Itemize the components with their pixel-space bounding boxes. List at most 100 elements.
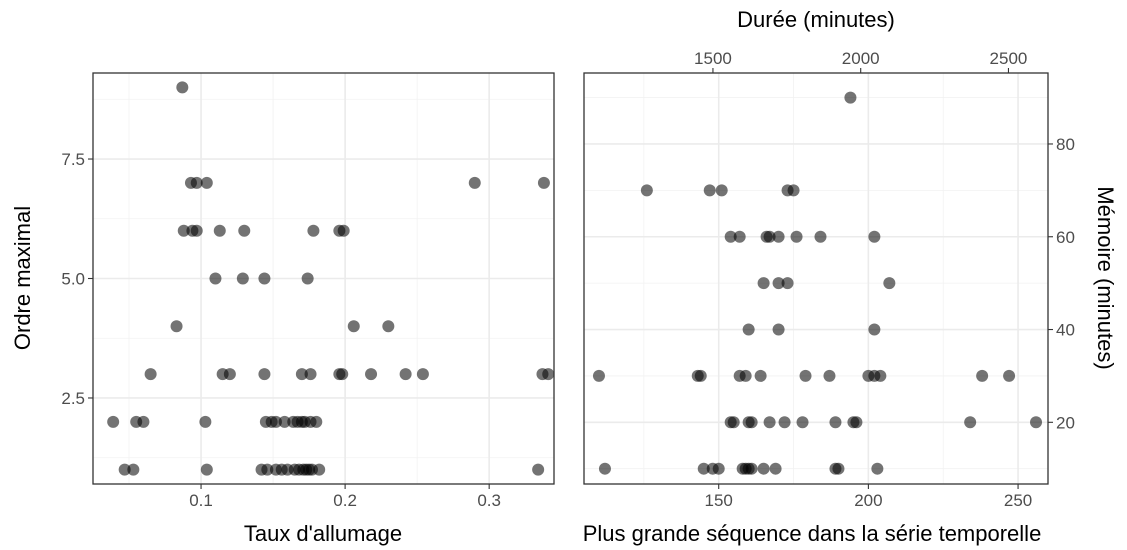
data-point <box>278 415 291 428</box>
x-tick-label: 250 <box>1004 491 1032 510</box>
data-point <box>640 184 653 197</box>
data-point <box>137 415 150 428</box>
data-point <box>304 368 317 381</box>
x-tick-label: 0.2 <box>333 491 357 510</box>
data-point <box>724 230 737 243</box>
y-tick-label: 20 <box>1056 413 1075 432</box>
data-point <box>598 462 611 475</box>
data-point <box>790 230 803 243</box>
data-point <box>814 230 827 243</box>
right-panel: 150 200 250 1500 2000 2500 20 40 60 80 Plus gra… <box>583 7 1118 546</box>
data-point <box>745 462 758 475</box>
data-point <box>261 463 274 476</box>
data-point <box>1003 369 1016 382</box>
right-gridlines <box>584 73 1048 484</box>
data-point <box>742 323 755 336</box>
data-point <box>772 230 785 243</box>
data-point <box>964 416 977 429</box>
data-point <box>883 277 896 290</box>
data-point <box>796 416 809 429</box>
top-x-tick-label: 2000 <box>842 49 880 68</box>
data-point <box>832 462 845 475</box>
data-point <box>190 176 203 189</box>
data-point <box>310 415 323 428</box>
data-point <box>258 368 271 381</box>
right-x-ticks: 150 200 250 <box>705 484 1032 510</box>
data-point <box>258 272 271 285</box>
data-point <box>757 462 770 475</box>
data-point <box>118 463 131 476</box>
data-point <box>107 415 120 428</box>
data-point <box>829 416 842 429</box>
x-tick-label: 0.3 <box>477 491 501 510</box>
data-point <box>694 369 707 382</box>
left-panel: 0.1 0.2 0.3 2.5 5.0 7.5 Taux d'allumage Ordr… <box>10 72 555 546</box>
left-x-axis-title: Taux d'allumage <box>244 521 402 546</box>
data-point <box>850 416 863 429</box>
data-point <box>213 224 226 237</box>
data-point <box>177 224 190 237</box>
y-tick-label: 40 <box>1056 321 1075 340</box>
left-y-ticks: 2.5 5.0 7.5 <box>61 150 93 408</box>
data-point <box>592 369 605 382</box>
right-top-x-ticks: 1500 2000 2500 <box>694 49 1027 73</box>
data-point <box>763 230 776 243</box>
x-tick-label: 0.1 <box>189 491 213 510</box>
data-point <box>745 416 758 429</box>
data-point <box>823 369 836 382</box>
data-point <box>868 230 881 243</box>
right-scatter-points <box>592 91 1043 475</box>
data-point <box>347 320 360 333</box>
top-x-tick-label: 2500 <box>990 49 1028 68</box>
data-point <box>874 369 887 382</box>
right-panel-background <box>584 73 1048 484</box>
data-point <box>976 369 989 382</box>
data-point <box>754 369 767 382</box>
data-point <box>238 224 251 237</box>
data-point <box>703 184 716 197</box>
left-gridlines <box>93 73 554 484</box>
data-point <box>209 272 222 285</box>
y-tick-label: 7.5 <box>61 150 85 169</box>
right-y-axis-title: Mémoire (minutes) <box>1093 186 1118 369</box>
data-point <box>781 277 794 290</box>
data-point <box>301 272 314 285</box>
x-tick-label: 200 <box>854 491 882 510</box>
data-point <box>772 277 785 290</box>
data-point <box>733 230 746 243</box>
data-point <box>200 463 213 476</box>
data-point <box>144 368 157 381</box>
data-point <box>712 462 725 475</box>
data-point <box>537 176 550 189</box>
data-point <box>468 176 481 189</box>
data-point <box>787 184 800 197</box>
right-panel-border <box>583 72 1049 485</box>
data-point <box>799 369 812 382</box>
data-point <box>199 415 212 428</box>
right-x-axis-title: Plus grande séquence dans la série tempo… <box>583 521 1042 546</box>
data-point <box>868 323 881 336</box>
data-point <box>763 416 776 429</box>
y-tick-label: 2.5 <box>61 389 85 408</box>
data-point <box>542 368 555 381</box>
data-point <box>176 81 189 94</box>
data-point <box>382 320 395 333</box>
data-point <box>190 224 203 237</box>
data-point <box>200 176 213 189</box>
data-point <box>307 224 320 237</box>
y-tick-label: 60 <box>1056 228 1075 247</box>
x-tick-label: 150 <box>705 491 733 510</box>
data-point <box>844 91 857 104</box>
data-point <box>532 463 545 476</box>
data-point <box>1030 416 1043 429</box>
data-point <box>223 368 236 381</box>
data-point <box>365 368 378 381</box>
data-point <box>269 415 282 428</box>
data-point <box>871 462 884 475</box>
left-scatter-points <box>107 81 555 476</box>
data-point <box>739 369 752 382</box>
data-point <box>336 368 349 381</box>
left-x-ticks: 0.1 0.2 0.3 <box>189 484 501 510</box>
data-point <box>170 320 183 333</box>
